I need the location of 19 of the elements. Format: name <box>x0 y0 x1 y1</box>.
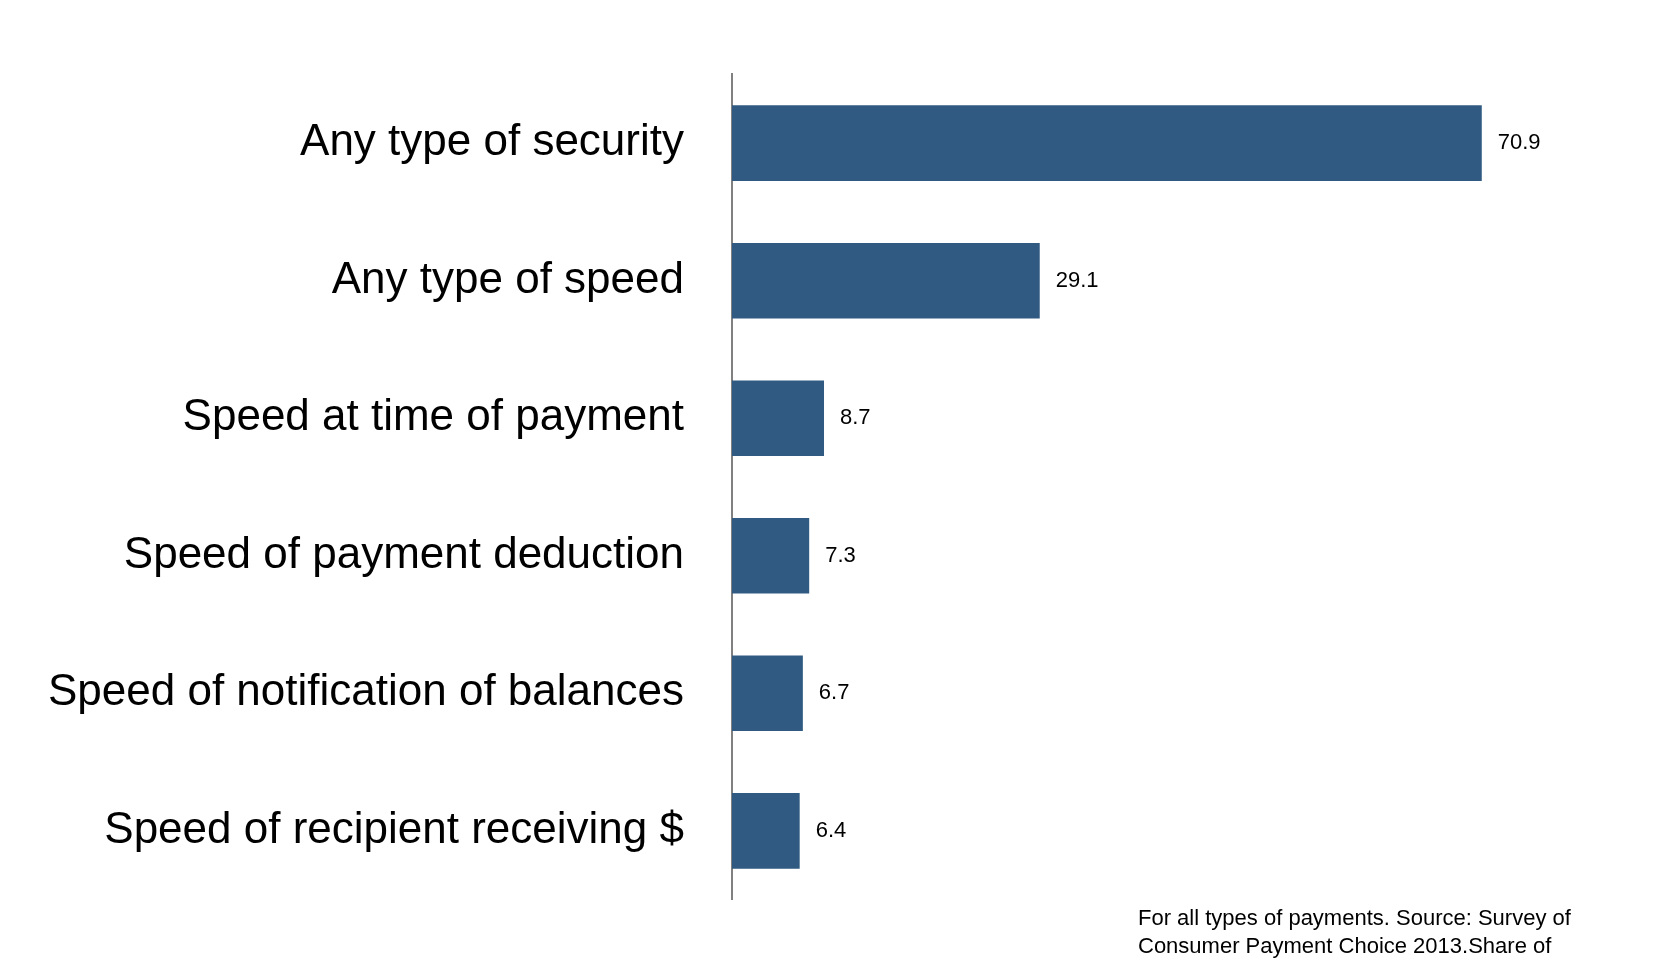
bar <box>732 517 810 594</box>
y-tick-label: Speed at time of payment <box>182 390 684 440</box>
data-label: 70.9 <box>1497 129 1541 155</box>
y-tick-label: Any type of speed <box>331 252 684 302</box>
y-tick-label: Any type of security <box>300 115 684 165</box>
y-tick-label: Speed of notification of balances <box>47 665 684 715</box>
y-tick-label: Speed of recipient receiving $ <box>104 802 684 852</box>
data-label: 7.3 <box>825 541 856 567</box>
data-label: 8.7 <box>840 404 871 430</box>
data-label: 29.1 <box>1055 266 1099 292</box>
data-label: 6.7 <box>818 679 850 705</box>
text: For all types of payments. Source: Survey of Consumer Payment Choice 2013.Share of <box>1138 904 1638 960</box>
bar <box>732 105 1482 181</box>
bar <box>732 380 824 457</box>
y-tick-label: Speed of payment deduction <box>123 527 684 577</box>
bar <box>732 793 800 869</box>
bar <box>732 655 803 732</box>
bar <box>732 242 1040 319</box>
data-label: 6.4 <box>815 816 847 842</box>
